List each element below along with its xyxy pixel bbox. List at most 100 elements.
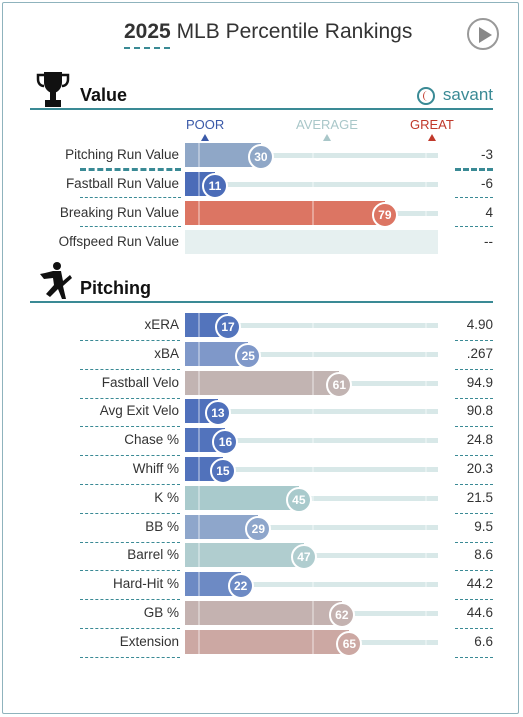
row-divider — [80, 484, 180, 485]
percentile-track — [185, 323, 438, 328]
metric-row[interactable]: BB % 29 9.5 — [30, 513, 493, 543]
bar-tick — [425, 601, 428, 625]
percentile-badge: 45 — [285, 486, 312, 513]
metric-row[interactable]: K % 45 21.5 — [30, 484, 493, 514]
metric-value: 24.8 — [466, 432, 493, 448]
bar-tick — [311, 457, 314, 481]
value-heading: Value — [80, 85, 128, 105]
percentile-badge: 61 — [326, 371, 353, 398]
bar-tick — [311, 428, 314, 453]
bar-tick — [311, 485, 314, 510]
value-section-header: Value savant — [30, 70, 493, 110]
bar-tick — [425, 341, 428, 366]
metric-row[interactable]: Extension 65 6.6 — [30, 628, 493, 658]
metric-row[interactable]: Offspeed Run Value -- — [30, 228, 493, 256]
metric-label: Extension — [119, 633, 179, 649]
bar-tick — [197, 201, 200, 225]
row-divider — [455, 455, 493, 457]
percentile-track — [185, 582, 438, 588]
metric-value: 4.90 — [466, 317, 493, 332]
legend-poor: POOR — [186, 117, 224, 141]
metric-row[interactable]: GB % 62 44.6 — [30, 599, 493, 629]
percentile-track — [185, 438, 438, 444]
metric-row[interactable]: Chase % 16 24.8 — [30, 426, 493, 457]
pitching-section-header: Pitching — [30, 262, 493, 303]
metric-row[interactable]: Fastball Velo 61 94.9 — [30, 369, 493, 399]
metric-label: K % — [154, 489, 179, 505]
metric-value: 4 — [485, 205, 493, 220]
bar-tick — [311, 629, 314, 654]
bar-tick — [425, 201, 428, 225]
legend-great: GREAT — [410, 117, 454, 141]
metric-value: 8.6 — [474, 547, 493, 563]
metric-row[interactable]: Fastball Run Value 11 -6 — [30, 170, 493, 199]
bar-tick — [311, 143, 314, 167]
bar-tick — [197, 341, 200, 366]
triangle-up-icon — [322, 134, 331, 141]
bar-tick — [425, 629, 428, 654]
savant-logo[interactable]: savant — [442, 85, 493, 104]
row-divider — [455, 599, 493, 601]
legend-poor-label: POOR — [186, 117, 225, 132]
metric-value: -- — [484, 234, 493, 249]
bar-tick — [197, 370, 200, 395]
metric-label: Hard-Hit % — [112, 576, 179, 592]
percentile-badge: 17 — [215, 314, 241, 340]
metric-row[interactable]: Breaking Run Value 79 4 — [30, 199, 493, 228]
title-underline — [124, 47, 170, 49]
metric-row[interactable]: Barrel % 47 8.6 — [30, 541, 493, 572]
metric-row[interactable]: xERA 17 4.90 — [30, 311, 493, 341]
section-divider — [30, 301, 493, 303]
metric-label: Chase % — [124, 432, 179, 448]
metric-label: Barrel % — [127, 547, 179, 563]
metric-label: Breaking Run Value — [59, 205, 179, 220]
percentile-track — [185, 467, 438, 472]
metric-value: 9.5 — [474, 518, 493, 534]
percentile-badge: 47 — [290, 544, 317, 571]
metric-row[interactable]: Pitching Run Value 30 -3 — [30, 141, 493, 170]
bar-tick — [197, 428, 200, 453]
percentile-track — [185, 409, 438, 415]
metric-value: 20.3 — [466, 461, 493, 476]
row-divider — [455, 484, 493, 485]
percentile-track — [185, 182, 438, 187]
metric-label: Whiff % — [132, 461, 179, 476]
percentile-bar — [185, 601, 342, 625]
percentile-badge: 15 — [209, 458, 236, 484]
bar-tick — [311, 313, 314, 337]
row-divider — [80, 541, 180, 543]
bar-tick — [425, 143, 428, 167]
metric-label: Avg Exit Velo — [99, 403, 179, 419]
percentile-track — [185, 230, 438, 254]
bar-tick — [197, 485, 200, 510]
metric-value: 21.5 — [466, 489, 493, 505]
percentile-badge: 13 — [204, 400, 231, 427]
percentile-bar — [185, 370, 340, 395]
bar-tick — [311, 341, 314, 366]
percentile-badge: 29 — [245, 515, 272, 542]
metric-label: GB % — [143, 605, 179, 620]
row-divider — [455, 340, 493, 341]
metric-row[interactable]: Hard-Hit % 22 44.2 — [30, 570, 493, 601]
legend-average: AVERAGE — [296, 117, 358, 141]
metric-row[interactable]: Whiff % 15 20.3 — [30, 455, 493, 485]
row-divider — [455, 628, 493, 629]
bar-tick — [425, 572, 428, 597]
row-divider — [455, 426, 493, 428]
row-divider — [455, 541, 493, 543]
metric-row[interactable]: Avg Exit Velo 13 90.8 — [30, 397, 493, 428]
metric-label: xBA — [154, 345, 179, 361]
metric-row[interactable]: xBA 25 .267 — [30, 340, 493, 370]
row-divider — [455, 656, 493, 658]
row-divider — [80, 628, 180, 629]
percentile-badge: 65 — [336, 630, 363, 657]
triangle-up-icon — [427, 134, 436, 141]
metric-value: 44.6 — [466, 605, 493, 620]
percentile-badge: 16 — [212, 429, 239, 456]
title-text: MLB Percentile Rankings — [176, 20, 413, 43]
value-row-divider — [80, 168, 181, 171]
bar-tick — [311, 172, 314, 196]
bar-tick — [425, 485, 428, 510]
row-divider — [80, 512, 180, 514]
play-button[interactable] — [467, 18, 499, 50]
